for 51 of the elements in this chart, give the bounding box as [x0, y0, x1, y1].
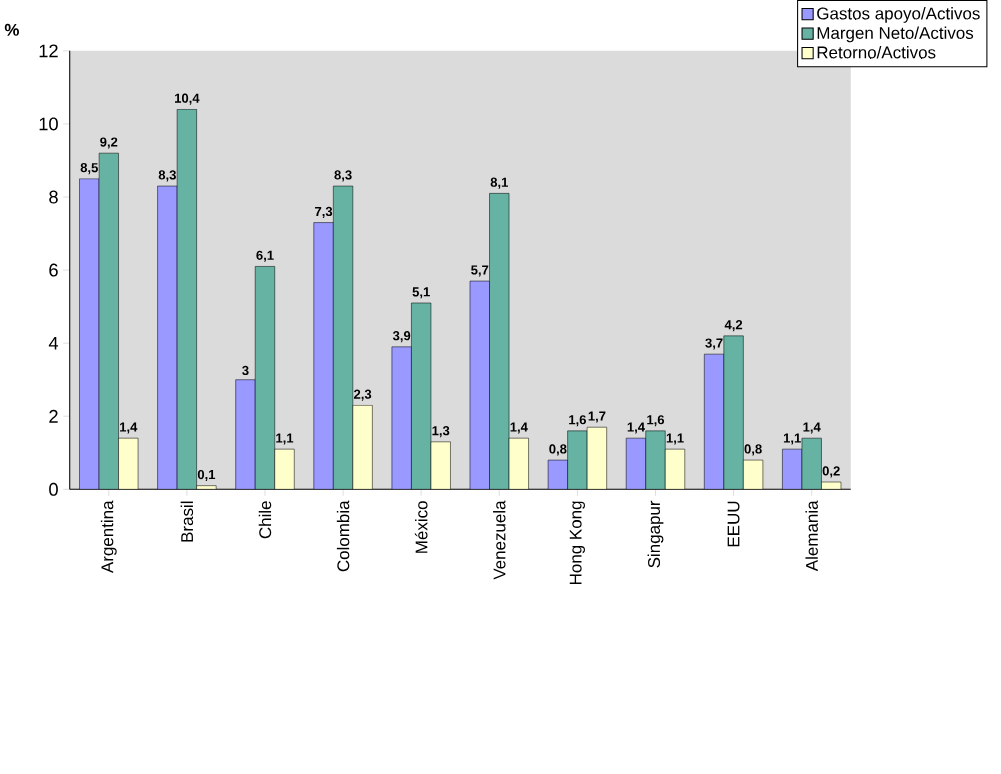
x-tick-label: EEUU — [727, 501, 740, 547]
y-axis-title: % — [4, 23, 19, 36]
data-label: 1,1 — [666, 433, 684, 445]
data-label: 8,1 — [490, 177, 508, 189]
y-tick-label: 10 — [39, 117, 58, 131]
data-label: 4,2 — [724, 319, 743, 332]
data-label: 1,4 — [803, 422, 821, 434]
legend-label: Margen Neto/Activos — [817, 26, 974, 43]
x-tick-label: Brasil — [180, 501, 194, 542]
y-tick-label: 8 — [49, 190, 58, 204]
x-tick-label: Argentina — [100, 500, 117, 573]
x-tick-label: México — [414, 501, 428, 553]
y-tick-label: 2 — [49, 409, 58, 423]
y-tick-label: 0 — [49, 482, 58, 496]
data-label: 9,2 — [100, 137, 118, 149]
data-label: 1,6 — [569, 414, 586, 427]
data-label: 3 — [242, 365, 249, 375]
data-label: 2,3 — [353, 389, 372, 401]
legend-label: Gastos apoyo/Activos — [817, 6, 980, 23]
data-label: 0,1 — [197, 469, 216, 481]
data-label: 8,5 — [80, 162, 98, 174]
data-label: 3,7 — [705, 338, 723, 350]
data-label: 1,4 — [510, 422, 528, 434]
data-label: 8,3 — [158, 170, 176, 182]
x-tick-label: Colombia — [336, 500, 350, 572]
y-tick-label: 4 — [48, 336, 59, 350]
data-label: 5,7 — [471, 265, 489, 277]
data-label: 0,8 — [744, 444, 762, 456]
data-label: 8,3 — [334, 170, 352, 182]
x-tick-label: Chile — [258, 501, 272, 539]
data-label: 0,8 — [549, 444, 567, 456]
data-label: 1,1 — [783, 433, 801, 445]
data-label: 1,4 — [120, 422, 138, 434]
data-label: 7,3 — [315, 206, 333, 218]
data-label: 1,1 — [276, 433, 294, 445]
x-tick-label: Venezuela — [493, 500, 506, 580]
y-tick-label: 12 — [39, 44, 58, 58]
data-label: 1,4 — [627, 422, 645, 434]
y-tick-label: 6 — [49, 263, 58, 277]
data-label: 5,1 — [412, 287, 430, 299]
x-tick-label: Hong Kong — [569, 501, 585, 584]
legend-label: Retorno/Activos — [817, 45, 936, 59]
data-label: 10,4 — [175, 93, 200, 105]
data-label: 1,6 — [647, 414, 665, 427]
x-tick-label: Alemania — [805, 500, 818, 571]
data-label: 1,3 — [432, 425, 450, 438]
data-label: 6,1 — [256, 250, 274, 262]
data-label: 1,7 — [588, 411, 606, 423]
x-tick-label: Singapur — [647, 500, 664, 568]
data-label: 3,9 — [392, 330, 411, 343]
data-label: 0,2 — [822, 466, 840, 478]
